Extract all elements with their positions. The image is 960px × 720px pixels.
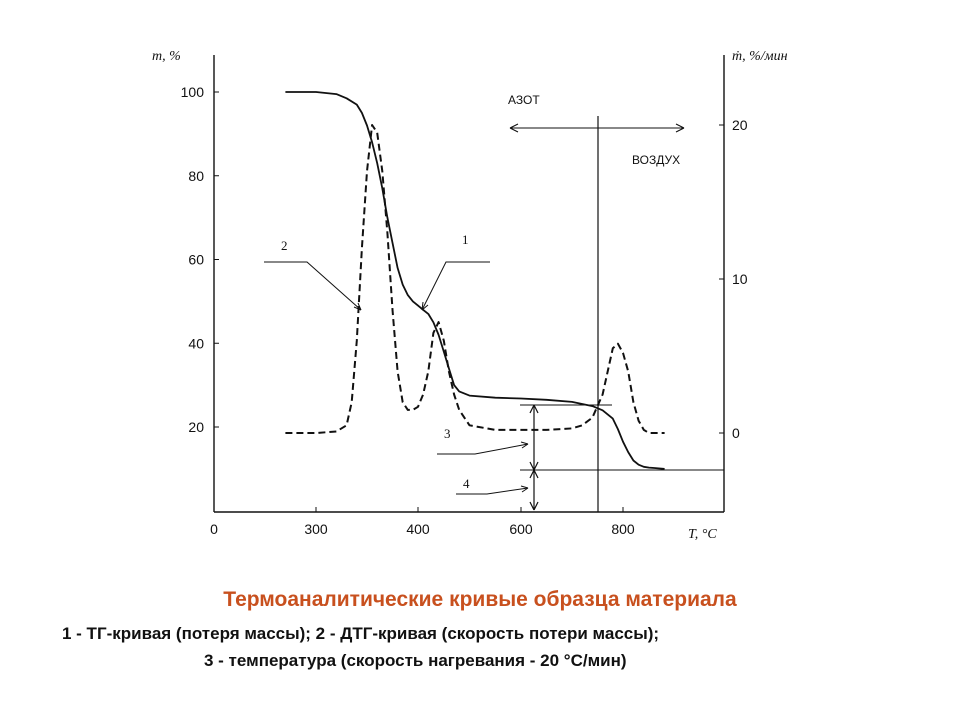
annotation-label-4: 4 [463,476,470,491]
leader-1-head [421,301,429,311]
y-axis-left-label: m, % [152,49,181,64]
y-left-tick-label: 60 [188,252,204,268]
annotation-label-3: 3 [444,426,451,441]
caption-line-2: 3 - температура (скорость нагревания - 2… [204,651,627,670]
y-right-tick-label: 0 [732,425,740,441]
x-tick-label: 800 [611,521,635,537]
atmosphere-arrow-left-head [509,123,519,133]
measure-arrow-mid-down [529,469,539,479]
measure-arrow-mid-up [529,461,539,471]
y-right-tick-label: 10 [732,271,748,287]
annotation-label-1: 1 [462,232,469,247]
leader-4 [456,487,529,495]
x-axis-label: T, °C [688,527,717,542]
leader-4-head [520,485,529,493]
leader-3-head [520,441,529,449]
chart-annotations: АЗОТ ВОЗДУХ 1 2 3 4 [264,93,724,512]
chart-axes [213,55,725,513]
caption-line-1: 1 - ТГ-кривая (потеря массы); 2 - ДТГ-кр… [62,624,660,643]
series-line-2 [285,124,665,434]
y-right-tick-label: 20 [732,117,748,133]
atmosphere-arrow-right-head [675,123,685,133]
leader-2 [264,261,362,311]
y-left-tick-label: 80 [188,168,204,184]
caption-title: Термоаналитические кривые образца матери… [223,588,737,611]
annotation-air: ВОЗДУХ [632,153,680,167]
y-axis-right-label: ṁ, %/мин [732,49,788,64]
chart-series [285,91,665,470]
x-tick-label: 400 [406,521,430,537]
measure-arrow-top [529,404,539,414]
measure-arrow-bottom [529,501,539,511]
series-line-1 [285,91,665,470]
x-tick-label: 300 [304,521,328,537]
leader-2-head [353,302,362,311]
annotation-nitrogen: АЗОТ [508,93,540,107]
leader-1 [421,261,490,311]
leader-3 [437,443,529,455]
y-left-tick-label: 20 [188,419,204,435]
y-left-tick-label: 100 [181,84,205,100]
x-tick-label: 0 [210,521,218,537]
x-tick-label: 600 [509,521,533,537]
annotation-label-2: 2 [281,238,288,253]
y-left-tick-label: 40 [188,335,204,351]
